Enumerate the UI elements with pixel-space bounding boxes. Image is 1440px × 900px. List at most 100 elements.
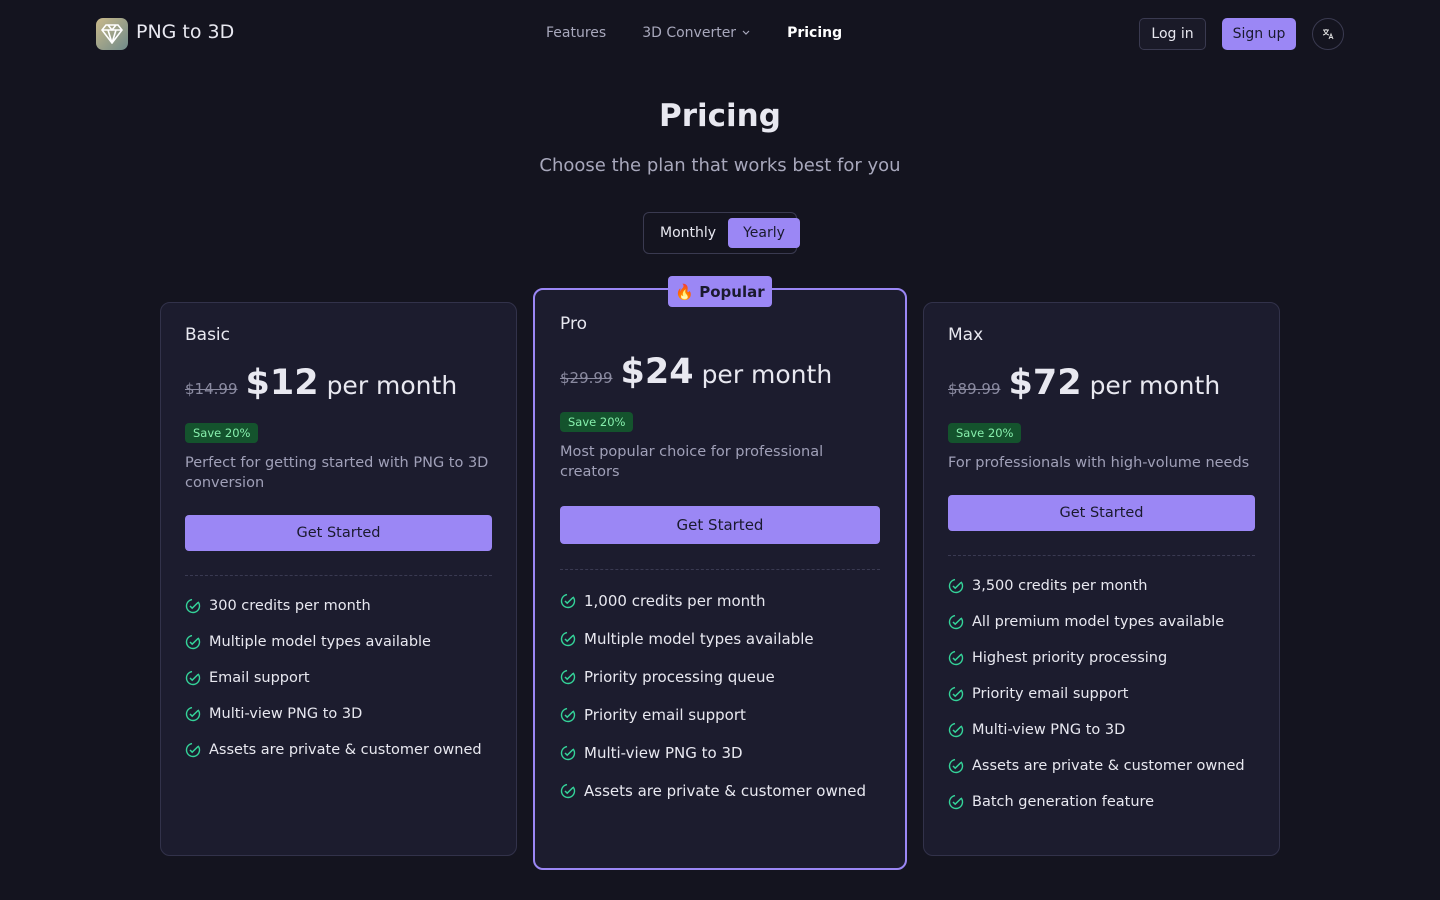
price-row: $89.99 $72 per month xyxy=(948,363,1255,403)
check-icon xyxy=(948,758,964,774)
popular-badge: 🔥 Popular xyxy=(668,276,772,307)
chevron xyxy=(742,30,750,35)
check-icon xyxy=(560,707,576,723)
feature-item: Batch generation feature xyxy=(948,784,1255,820)
feature-text: Assets are private & customer owned xyxy=(972,758,1245,774)
feature-text: Assets are private & customer owned xyxy=(209,742,482,758)
language-button[interactable] xyxy=(1312,18,1344,50)
old-price: $14.99 xyxy=(185,380,238,398)
feature-item: Multi-view PNG to 3D xyxy=(560,734,880,772)
plan-name: Basic xyxy=(185,325,231,345)
check-icon xyxy=(560,593,576,609)
check-icon xyxy=(948,650,964,666)
toggle-option[interactable]: Monthly xyxy=(660,225,717,241)
get-started-button[interactable]: Get Started xyxy=(948,495,1255,531)
check-icon xyxy=(185,706,201,722)
check-icon xyxy=(948,722,964,738)
translate-icon xyxy=(1322,29,1334,40)
price: $24 xyxy=(620,352,694,392)
feature-item: Multiple model types available xyxy=(185,624,492,660)
divider xyxy=(560,569,880,570)
logo-icon xyxy=(101,24,123,44)
login-button[interactable]: Log in xyxy=(1139,18,1206,50)
plan-name: Max xyxy=(948,325,984,345)
feature-item: Highest priority processing xyxy=(948,640,1255,676)
check-icon xyxy=(185,742,201,758)
feature-text: Batch generation feature xyxy=(972,794,1155,810)
old-price: $89.99 xyxy=(948,380,1001,398)
feature-text: Assets are private & customer owned xyxy=(584,782,866,800)
feature-text: Multiple model types available xyxy=(209,634,431,650)
feature-item: Email support xyxy=(185,660,492,696)
price: $12 xyxy=(245,363,319,403)
feature-item: Assets are private & customer owned xyxy=(948,748,1255,784)
plan-card: Pro $29.99 $24 per month Save 20% Most popula… xyxy=(533,288,907,870)
price: $72 xyxy=(1008,363,1082,403)
check-icon xyxy=(560,783,576,799)
feature-item: Assets are private & customer owned xyxy=(185,732,492,768)
check-icon xyxy=(185,598,201,614)
old-price: $29.99 xyxy=(560,369,613,387)
brand[interactable]: PNG to 3D xyxy=(136,21,235,43)
feature-text: Priority email support xyxy=(972,686,1129,702)
feature-text: Priority email support xyxy=(584,706,746,724)
feature-item: Multi-view PNG to 3D xyxy=(948,712,1255,748)
save-badge: Save 20% xyxy=(948,423,1022,443)
plan-description: For professionals with high-volume needs xyxy=(948,455,1250,471)
feature-item: Multiple model types available xyxy=(560,620,880,658)
check-icon xyxy=(560,669,576,685)
feature-list: 1,000 credits per month Multiple model ty… xyxy=(560,582,880,810)
feature-text: 3,500 credits per month xyxy=(972,578,1148,594)
get-started-button[interactable]: Get Started xyxy=(560,506,880,544)
price-row: $14.99 $12 per month xyxy=(185,363,492,403)
page-subtitle: Choose the plan that works best for you xyxy=(539,155,901,176)
feature-item: All premium model types available xyxy=(948,604,1255,640)
feature-item: Priority processing queue xyxy=(560,658,880,696)
toggle-option[interactable]: Yearly xyxy=(728,218,800,248)
feature-text: Highest priority processing xyxy=(972,650,1168,666)
feature-text: Multiple model types available xyxy=(584,630,814,648)
feature-item: Multi-view PNG to 3D xyxy=(185,696,492,732)
feature-text: Email support xyxy=(209,670,310,686)
billing-toggle: Monthly Yearly xyxy=(643,212,800,254)
save-badge: Save 20% xyxy=(185,423,259,443)
feature-item: 1,000 credits per month xyxy=(560,582,880,620)
logo[interactable] xyxy=(96,18,128,50)
save-badge: Save 20% xyxy=(560,412,634,432)
nav-link[interactable]: Features xyxy=(546,25,607,41)
plan-description: Perfect for getting started with PNG to … xyxy=(185,455,489,491)
plan-card: Max $89.99 $72 per month Save 20% For profess… xyxy=(923,302,1280,856)
plan-name: Pro xyxy=(560,314,587,334)
feature-text: All premium model types available xyxy=(972,614,1225,630)
check-icon xyxy=(560,631,576,647)
feature-item: 3,500 credits per month xyxy=(948,568,1255,604)
period: per month xyxy=(701,360,833,389)
feature-item: Priority email support xyxy=(560,696,880,734)
feature-text: Multi-view PNG to 3D xyxy=(209,706,363,722)
nav-link[interactable]: Pricing xyxy=(787,25,843,41)
signup-button[interactable]: Sign up xyxy=(1222,18,1296,50)
check-icon xyxy=(948,794,964,810)
check-icon xyxy=(948,686,964,702)
check-icon xyxy=(560,745,576,761)
feature-item: Assets are private & customer owned xyxy=(560,772,880,810)
feature-text: Multi-view PNG to 3D xyxy=(972,722,1126,738)
plan-card: Basic $14.99 $12 per month Save 20% Perfect f… xyxy=(160,302,517,856)
check-icon xyxy=(948,614,964,630)
feature-text: Multi-view PNG to 3D xyxy=(584,744,743,762)
get-started-button[interactable]: Get Started xyxy=(185,515,492,551)
feature-text: 1,000 credits per month xyxy=(584,592,766,610)
feature-text: 300 credits per month xyxy=(209,598,371,614)
feature-item: 300 credits per month xyxy=(185,588,492,624)
page-title: Pricing xyxy=(659,98,781,134)
feature-list: 3,500 credits per month All premium model… xyxy=(948,568,1255,820)
check-icon xyxy=(185,634,201,650)
divider xyxy=(948,555,1255,556)
nav-link[interactable]: 3D Converter xyxy=(642,25,751,41)
feature-list: 300 credits per month Multiple model type… xyxy=(185,588,492,768)
nav-links: Features 3D Converter Pricing xyxy=(546,25,842,41)
check-icon xyxy=(185,670,201,686)
period: per month xyxy=(1089,371,1221,400)
period: per month xyxy=(326,371,458,400)
price-row: $29.99 $24 per month xyxy=(560,352,880,392)
